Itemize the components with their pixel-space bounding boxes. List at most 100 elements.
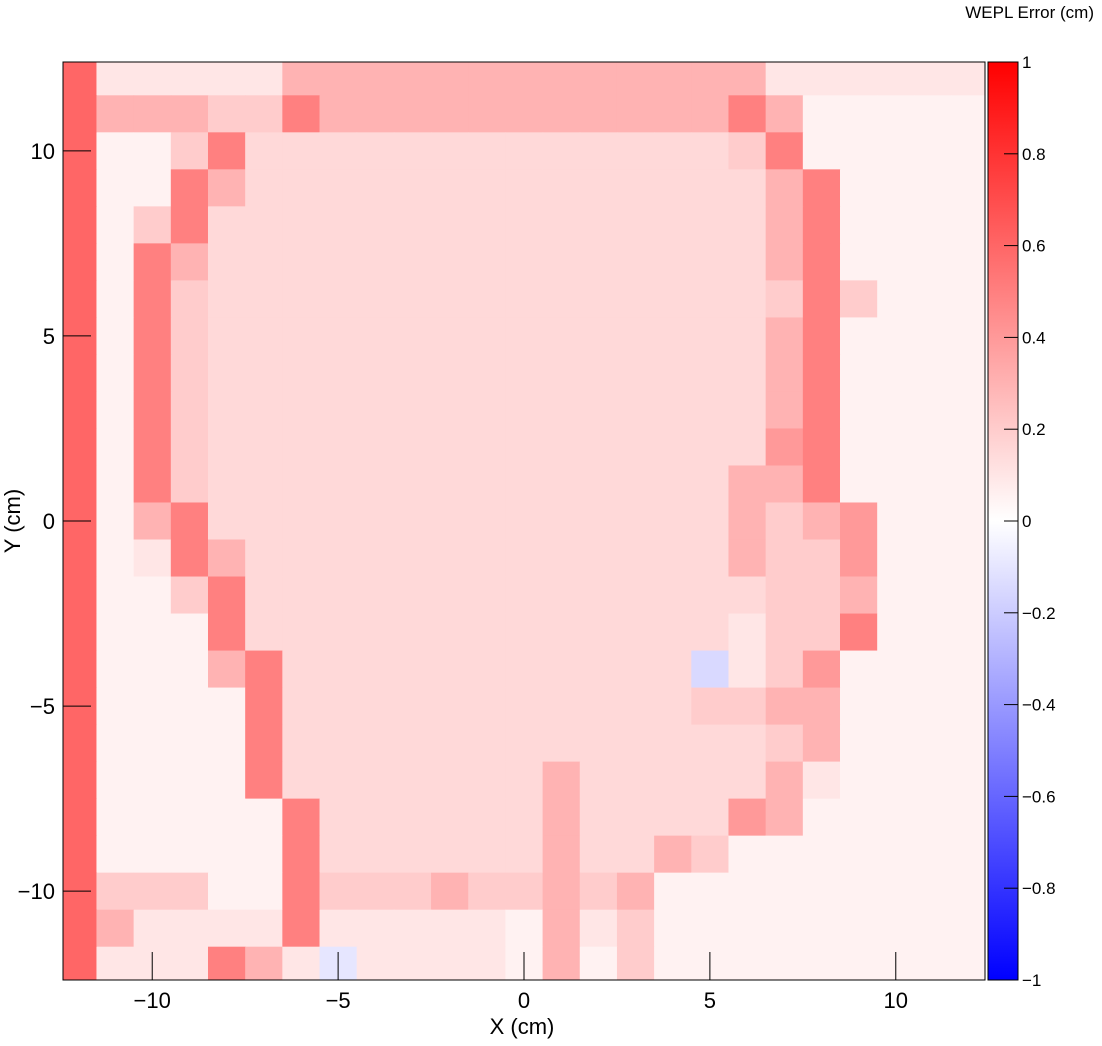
heatmap-cell <box>802 576 841 615</box>
heatmap-cell <box>877 539 915 578</box>
heatmap-cell <box>579 132 618 170</box>
heatmap-cell <box>245 613 283 652</box>
heatmap-cell <box>245 428 283 466</box>
heatmap-cell <box>579 539 618 578</box>
heatmap-cell <box>654 613 692 652</box>
heatmap-cell <box>579 317 618 355</box>
heatmap-cell <box>691 206 729 244</box>
heatmap-cell <box>765 317 804 355</box>
heatmap-cell <box>63 835 97 874</box>
heatmap-cell <box>133 724 172 763</box>
heatmap-cell <box>170 835 209 874</box>
heatmap-cell <box>877 62 915 96</box>
heatmap-cell <box>96 613 135 652</box>
heatmap-cell <box>393 798 432 837</box>
heatmap-cell <box>96 132 135 170</box>
heatmap-cell <box>728 946 767 980</box>
heatmap-cell <box>616 243 655 281</box>
heatmap-cell <box>728 835 767 874</box>
heatmap-cell <box>63 724 97 763</box>
heatmap-cells <box>63 62 985 980</box>
heatmap-cell <box>616 95 655 133</box>
heatmap-cell <box>914 724 953 763</box>
heatmap-cell <box>691 169 729 207</box>
heatmap-cell <box>914 428 953 466</box>
heatmap-cell <box>431 62 469 96</box>
heatmap-cell <box>393 576 432 615</box>
heatmap-cell <box>207 502 246 541</box>
heatmap-cell <box>431 539 469 578</box>
heatmap-cell <box>542 280 581 318</box>
heatmap-cell <box>951 280 985 318</box>
heatmap-cell <box>765 354 804 392</box>
heatmap-cell <box>765 391 804 429</box>
heatmap-cell <box>542 169 581 207</box>
heatmap-cell <box>282 576 321 615</box>
heatmap-cell <box>133 502 172 541</box>
heatmap-cell <box>282 465 321 503</box>
heatmap-cell <box>63 354 97 392</box>
heatmap-cell <box>431 428 469 466</box>
heatmap-cell <box>914 539 953 578</box>
heatmap-cell <box>63 909 97 948</box>
heatmap-cell <box>431 872 469 911</box>
heatmap-cell <box>840 502 878 541</box>
heatmap-cell <box>245 465 283 503</box>
heatmap-cell <box>840 724 878 763</box>
heatmap-cell <box>691 62 729 96</box>
heatmap-cell <box>765 909 804 948</box>
x-tick-label: 5 <box>704 988 716 1013</box>
heatmap-cell <box>840 909 878 948</box>
heatmap-cell <box>96 724 135 763</box>
heatmap-cell <box>96 391 135 429</box>
heatmap-cell <box>840 280 878 318</box>
heatmap-cell <box>96 317 135 355</box>
heatmap-cell <box>802 909 841 948</box>
heatmap-cell <box>728 576 767 615</box>
colorbar-title: WEPL Error (cm) <box>965 3 1094 22</box>
heatmap-cell <box>654 391 692 429</box>
heatmap-cell <box>951 761 985 800</box>
heatmap-cell <box>691 317 729 355</box>
heatmap-cell <box>170 909 209 948</box>
heatmap-cell <box>468 872 506 911</box>
heatmap-cell <box>840 243 878 281</box>
heatmap-cell <box>393 243 432 281</box>
heatmap-cell <box>319 62 358 96</box>
heatmap-cell <box>170 576 209 615</box>
heatmap-cell <box>96 169 135 207</box>
heatmap-cell <box>542 872 581 911</box>
heatmap-cell <box>96 798 135 837</box>
heatmap-cell <box>356 835 395 874</box>
heatmap-cell <box>802 724 841 763</box>
heatmap-cell <box>579 798 618 837</box>
heatmap-cell <box>840 576 878 615</box>
heatmap-cell <box>840 62 878 96</box>
y-tick-label: −10 <box>18 879 55 904</box>
heatmap-cell <box>207 798 246 837</box>
heatmap-cell <box>63 280 97 318</box>
heatmap-cell <box>170 502 209 541</box>
heatmap-cell <box>96 243 135 281</box>
heatmap-cell <box>505 872 544 911</box>
heatmap-cell <box>282 687 321 726</box>
heatmap-cell <box>207 428 246 466</box>
heatmap-cell <box>579 872 618 911</box>
heatmap-cell <box>96 62 135 96</box>
heatmap-cell <box>505 502 544 541</box>
heatmap-cell <box>654 687 692 726</box>
heatmap-cell <box>468 95 506 133</box>
heatmap-cell <box>840 872 878 911</box>
heatmap-cell <box>468 835 506 874</box>
heatmap-cell <box>505 761 544 800</box>
x-tick-label: 0 <box>518 988 530 1013</box>
heatmap-cell <box>505 169 544 207</box>
heatmap-cell <box>765 872 804 911</box>
heatmap-cell <box>728 317 767 355</box>
heatmap-cell <box>356 798 395 837</box>
heatmap-cell <box>282 650 321 689</box>
heatmap-cell <box>691 391 729 429</box>
heatmap-cell <box>282 280 321 318</box>
heatmap-cell <box>951 872 985 911</box>
heatmap-cell <box>542 317 581 355</box>
